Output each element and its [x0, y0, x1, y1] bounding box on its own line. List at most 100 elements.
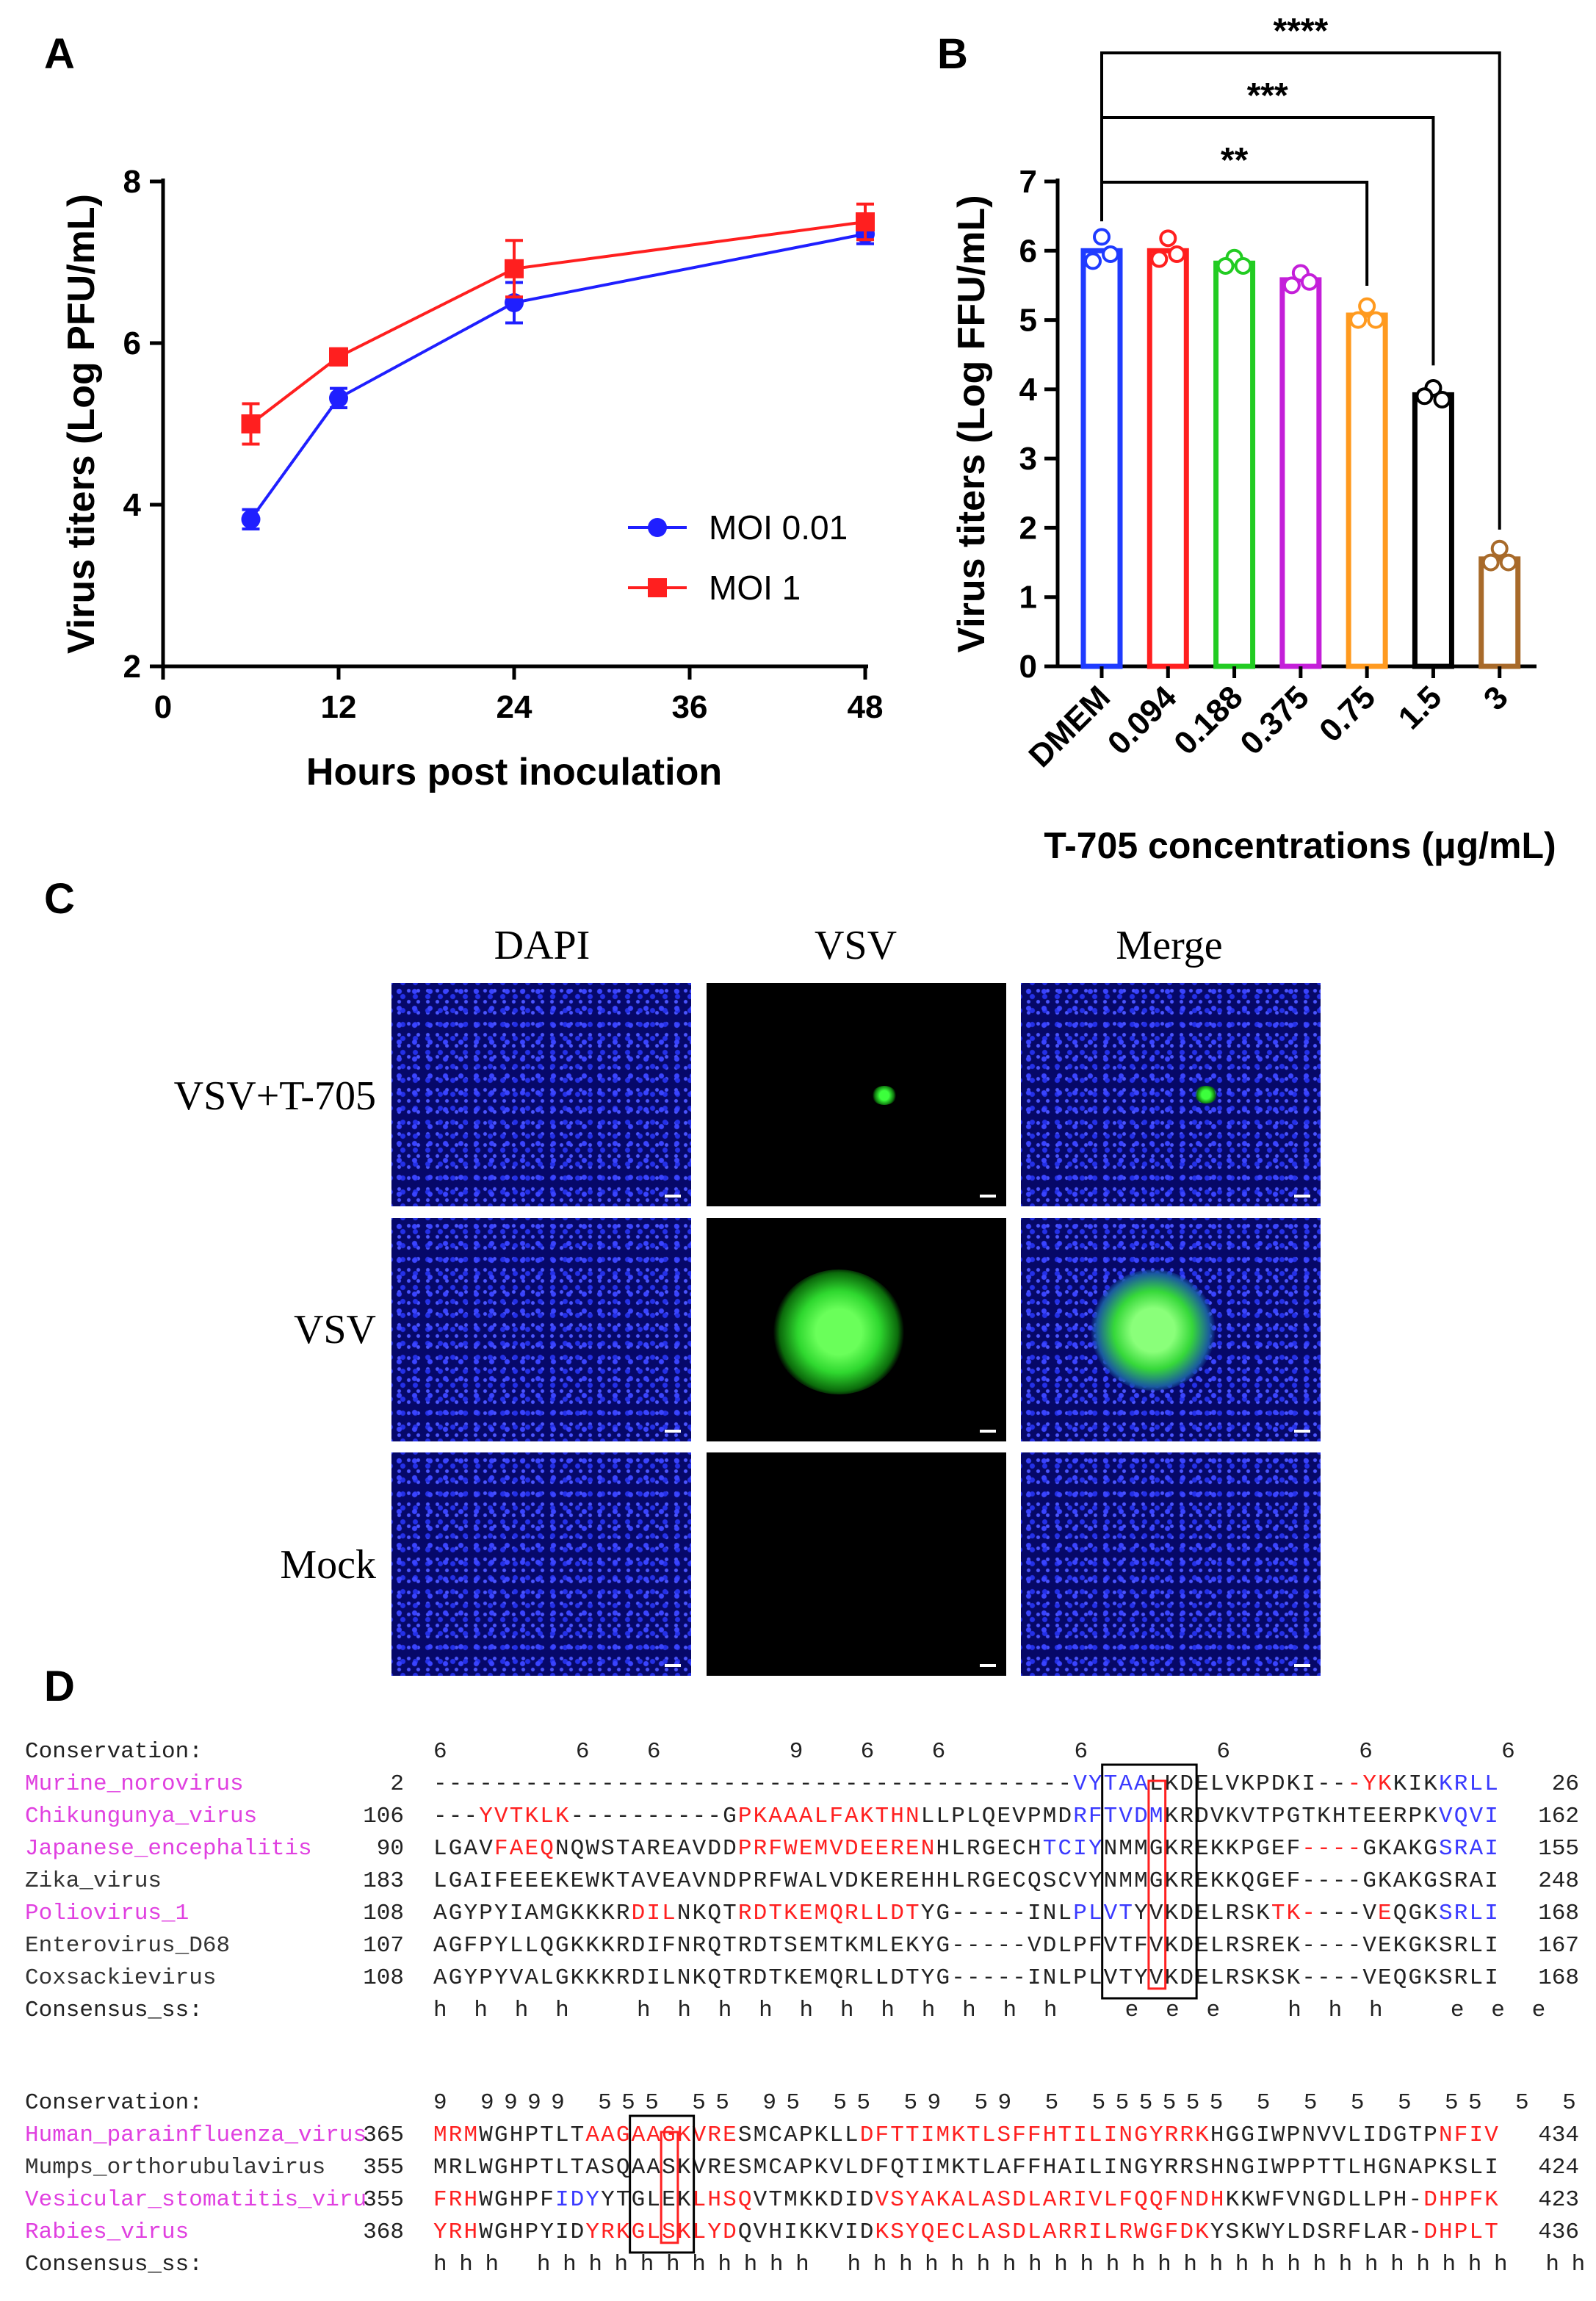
sequence-name: Murine_norovirus [25, 1771, 244, 1797]
bar-DMEM [1080, 248, 1123, 669]
x-tick-label: 24 [497, 689, 532, 725]
significance-bracket [1100, 181, 1369, 286]
bar-0.188 [1213, 260, 1256, 669]
series-line-0 [249, 232, 866, 520]
significance-label: ** [1221, 141, 1249, 180]
bar-0.094 [1147, 248, 1189, 669]
micrograph-vsv-merge [1021, 1218, 1321, 1441]
consensus-label: Consensus_ss: [25, 1998, 203, 2023]
sequence-end: 434 [1538, 2122, 1579, 2148]
replicate-point [1093, 228, 1111, 246]
replicate-point [1349, 311, 1368, 329]
sequence-residues: LGAVFAEQNQWSTAREAVDDPRFWEMVDEERENHLRGECH… [433, 1836, 1498, 1862]
conservation-label: Conservation: [25, 2090, 203, 2116]
x-tick-label: DMEM [1022, 679, 1117, 774]
scale-bar [1294, 1195, 1310, 1198]
x-tick-label: 3 [1477, 679, 1515, 717]
y-tick-label: 4 [1019, 372, 1038, 408]
legend-marker [648, 578, 667, 597]
sequence-end: 26 [1552, 1771, 1579, 1797]
scale-bar [980, 1195, 996, 1198]
sequence-residues: MRMWGHPTLTAAGAAGKVRESMCAPKLLDFTTIMKTLSFF… [433, 2122, 1498, 2148]
x-tick-label: 0.75 [1312, 679, 1382, 749]
data-point [329, 388, 348, 408]
x-tick-label: 12 [321, 689, 357, 725]
micrograph-vsv-t705-merge [1021, 983, 1321, 1206]
conserved-residue-box [660, 2131, 679, 2244]
sequence-residues: ----------------------------------------… [433, 1771, 1498, 1797]
green-plaque [773, 1270, 905, 1394]
significance-bracket [1100, 51, 1501, 530]
panel-label-d: D [44, 1663, 75, 1710]
green-focus [1194, 1086, 1218, 1103]
sequence-residues: AGFPYLLQGKKKRDIFNRQTRDTSEMTKMLEKYG-----V… [433, 1933, 1498, 1959]
sequence-start: 108 [363, 1901, 404, 1926]
replicate-point [1415, 387, 1434, 406]
sequence-name: Zika_virus [25, 1868, 162, 1894]
replicate-point [1282, 276, 1301, 295]
row-title-vsv-t705: VSV+T-705 [173, 1073, 376, 1119]
y-tick-label: 6 [1019, 233, 1037, 269]
sequence-start: 355 [363, 2155, 404, 2181]
sequence-start: 365 [363, 2122, 404, 2148]
sequence-name: Rabies_virus [25, 2219, 189, 2245]
sequence-start: 90 [377, 1836, 404, 1862]
micrograph-vsv-t705-dapi [391, 983, 691, 1206]
sequence-residues: LGAIFEEEKEWKTAVEAVNDPRFWALVDKEREHHLRGECQ… [433, 1868, 1498, 1894]
conservation-scores: 6 66 966 6 6 6 6 [433, 1739, 1515, 1765]
sequence-name: Chikungunya_virus [25, 1804, 257, 1829]
green-focus [872, 1086, 897, 1105]
bar-0.375 [1279, 277, 1322, 669]
data-point [241, 509, 261, 529]
sequence-name: Poliovirus_1 [25, 1901, 189, 1926]
micrograph-vsv-vsv [707, 1218, 1006, 1441]
replicate-point [1481, 553, 1500, 572]
y-tick-label: 2 [123, 649, 141, 685]
data-point [505, 259, 524, 278]
sequence-start: 183 [363, 1868, 404, 1894]
bar-1.5 [1412, 392, 1454, 669]
sequence-name: Mumps_orthorubulavirus [25, 2155, 325, 2181]
scale-bar [1294, 1430, 1310, 1433]
conserved-residue-box [1147, 1779, 1167, 1990]
sequence-end: 168 [1538, 1901, 1579, 1926]
replicate-point [1300, 273, 1318, 291]
sequence-end: 167 [1538, 1933, 1579, 1959]
column-title-merge: Merge [1116, 923, 1223, 968]
consensus-ss: hhh hhhhhhhhhhh hhhhhhhhhhhhhhhhhhhhhhhh… [433, 2252, 1596, 2277]
sequence-residues: AGYPYVALGKKKRDILNKQTRDTKEMQRLLDTYG-----I… [433, 1965, 1498, 1991]
sequence-name: Human_parainfluenza_virus [25, 2122, 366, 2148]
replicate-point [1216, 257, 1235, 276]
x-tick-label: 0.094 [1101, 679, 1184, 762]
replicate-point [1499, 553, 1517, 572]
replicate-point [1102, 245, 1119, 263]
sequence-start: 107 [363, 1933, 404, 1959]
legend-label: MOI 1 [709, 569, 801, 607]
sequence-name: Coxsackievirus [25, 1965, 216, 1991]
micrograph-vsv-dapi [391, 1218, 691, 1441]
y-tick-label: 1 [1019, 580, 1037, 616]
y-axis-title: Virus titers (Log PFU/mL) [60, 194, 103, 654]
sequence-name: Vesicular_stomatitis_viru [25, 2187, 366, 2213]
sequence-start: 108 [363, 1965, 404, 1991]
legend-label: MOI 0.01 [709, 508, 848, 547]
series-line-1 [250, 220, 866, 425]
sequence-start: 2 [390, 1771, 404, 1797]
x-axis-title: T-705 concentrations (μg/mL) [1044, 825, 1556, 866]
conservation-label: Conservation: [25, 1739, 203, 1765]
sequence-start: 106 [363, 1804, 404, 1829]
x-axis-title: Hours post inoculation [306, 751, 722, 793]
sequence-residues: AGYPYIAMGKKKRDILNKQTRDTKEMQRLLDTYG-----I… [433, 1901, 1498, 1926]
panel-label-b: B [937, 30, 968, 78]
x-tick-label: 0 [154, 689, 172, 725]
scale-bar [1294, 1664, 1310, 1667]
column-title-vsv: VSV [814, 923, 898, 968]
y-tick-label: 7 [1019, 164, 1037, 200]
y-tick-label: 3 [1019, 441, 1037, 477]
scale-bar [665, 1664, 681, 1667]
significance-label: **** [1273, 12, 1328, 51]
replicate-point [1084, 252, 1102, 270]
sequence-start: 368 [363, 2219, 404, 2245]
x-tick-label: 36 [672, 689, 708, 725]
